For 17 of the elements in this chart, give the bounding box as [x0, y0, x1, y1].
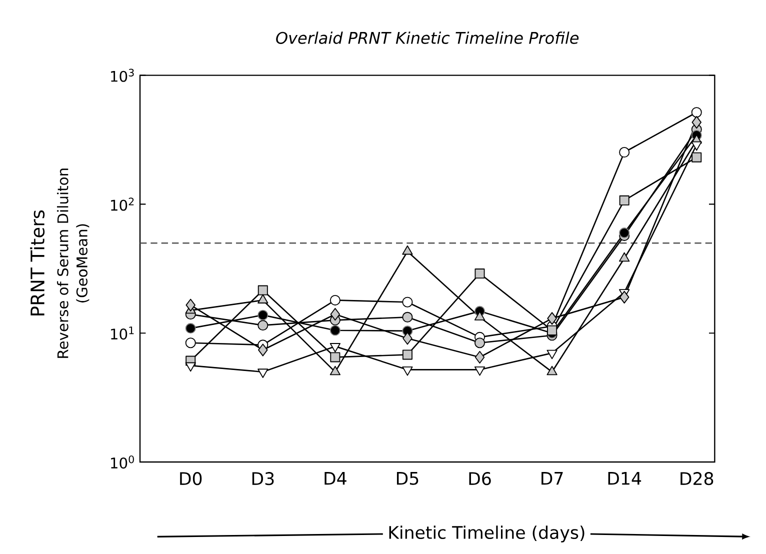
- y-tick-label: 10$^{1}$: [111, 326, 134, 340]
- x-tick-label: D4: [324, 472, 346, 485]
- y-tick-label: 10$^{0}$: [111, 455, 134, 469]
- x-tick-label: D28: [680, 472, 714, 486]
- x-tick-label: D14: [608, 472, 642, 485]
- x-axis-title: Kinetic Timeline (days): [389, 526, 584, 542]
- text: Reverse of Serum Diluiton: [56, 168, 68, 358]
- x-tick-label: D7: [542, 472, 563, 485]
- text: (GeoMean): [76, 224, 90, 302]
- x-tick-label: D0: [180, 472, 202, 486]
- y-tick-label: 10$^{3}$: [111, 68, 134, 82]
- y-tick-label: 10$^{2}$: [111, 198, 134, 211]
- chart-title: Overlaid PRNT Kinetic Timeline Profile: [276, 32, 579, 44]
- y-axis-title: PRNT Titers: [30, 210, 45, 316]
- x-tick-label: D3: [252, 472, 274, 486]
- x-tick-label: D5: [396, 472, 418, 485]
- x-tick-label: D6: [469, 472, 491, 486]
